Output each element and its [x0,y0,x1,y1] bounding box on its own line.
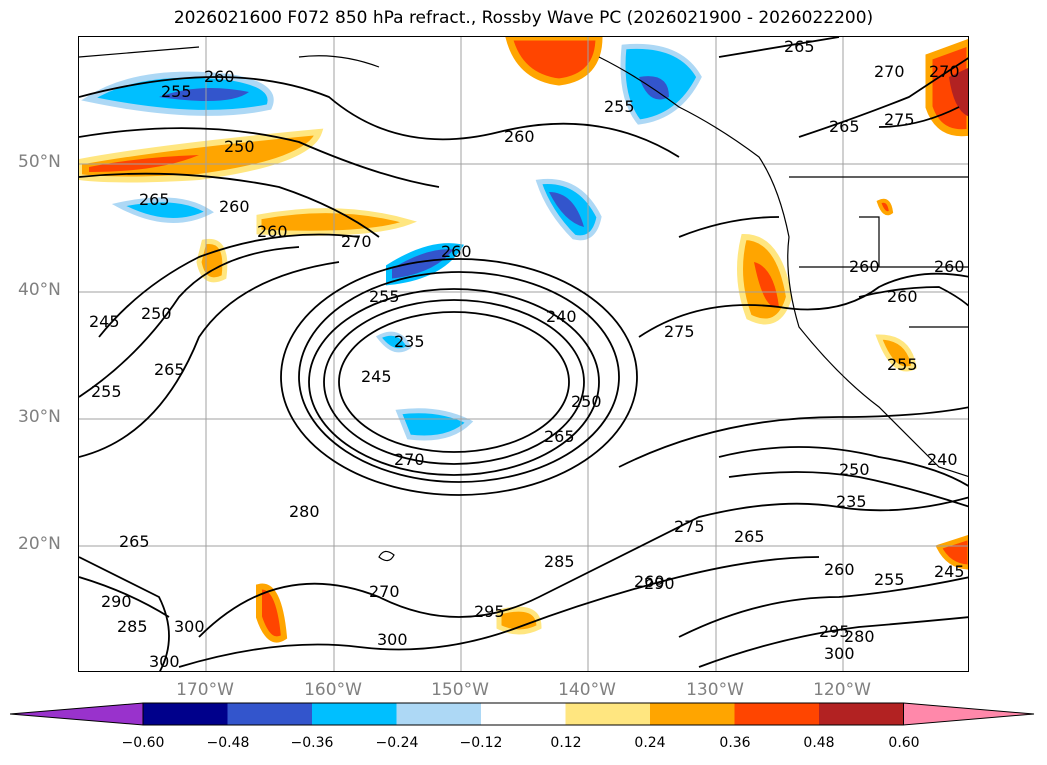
lon-label-130W: 130°W [686,680,744,700]
lon-label-120W: 120°W [813,680,871,700]
contour-label: 240 [927,450,958,469]
contour-label: 260 [849,257,880,276]
contour-label: 265 [784,37,815,56]
lon-label-140W: 140°W [558,680,616,700]
contour-label: 255 [91,382,122,401]
shading-layer [79,37,968,643]
contour-label: 255 [874,570,905,589]
contour-label: 260 [824,560,855,579]
lon-label-160W: 160°W [304,680,362,700]
colorbar-cell [650,703,735,725]
contour-label: 270 [341,232,372,251]
colorbar-tick: 0.48 [803,735,835,751]
lon-label-170W: 170°W [176,680,234,700]
colorbar-cell [143,703,228,725]
contours [79,37,968,671]
contour-label: 255 [369,287,400,306]
contour-label: 260 [219,197,250,216]
colorbar-tick: −0.36 [290,735,334,751]
colorbar-extend-max [903,702,1035,726]
contour-label: 250 [571,392,602,411]
contour-label: 275 [674,517,705,536]
colorbar-extend-min [10,702,144,726]
coastlines [79,46,968,562]
colorbar-cell [227,703,313,725]
contour-label: 250 [224,137,255,156]
contour-label: 270 [929,62,960,81]
colorbar-tick: 0.12 [550,735,582,751]
colorbar-tick: −0.60 [121,735,165,751]
contour-label: 260 [634,572,665,591]
contour-label: 265 [119,532,150,551]
colorbar [10,702,1035,726]
contour-label: 285 [117,617,148,636]
colorbar-cell [819,703,904,725]
contour-label: 255 [604,97,635,116]
contour-label: 260 [887,287,918,306]
contour-label: 300 [149,652,180,671]
contour-label: 290 [644,574,675,593]
contour-label: 260 [204,67,235,86]
contour-label: 245 [934,562,965,581]
colorbar-tick: −0.48 [206,735,250,751]
colorbar-border [142,702,904,726]
colorbar-tick: 0.60 [888,735,920,751]
contour-label-group: 260 255 250 265 260 270 260 255 240 235 … [89,37,965,671]
contour-label: 250 [141,304,172,323]
contour-label: 300 [824,644,855,663]
contour-label: 285 [544,552,575,571]
contour-label: 250 [839,460,870,479]
lat-label-20N: 20°N [18,534,61,554]
contour-label: 265 [734,527,765,546]
colorbar-tick: 0.24 [634,735,666,751]
colorbar-cell [312,703,397,725]
contour-label: 235 [836,492,867,511]
colorbar-cells [10,702,1035,726]
colorbar-cell [396,703,482,725]
lon-label-150W: 150°W [431,680,489,700]
contour-label: 295 [474,602,505,621]
contour-label: 255 [161,82,192,101]
contour-label: 260 [441,242,472,261]
colorbar-tick: −0.12 [459,735,503,751]
colorbar-tick: −0.24 [375,735,419,751]
graticule [79,37,968,671]
contour-label: 295 [819,622,850,641]
lat-label-30N: 30°N [18,407,61,427]
contour-label: 245 [361,367,392,386]
contour-label: 290 [101,592,132,611]
contour-label: 255 [887,355,918,374]
colorbar-cell [734,703,820,725]
contour-label: 275 [884,110,915,129]
contour-label: 265 [829,117,860,136]
contour-label: 235 [394,332,425,351]
contour-label: 240 [546,307,577,326]
contour-label: 265 [139,190,170,209]
contour-label: 280 [289,502,320,521]
contour-label: 245 [89,312,120,331]
contour-label: 270 [369,582,400,601]
contour-label: 265 [154,360,185,379]
contour-label: 300 [174,617,205,636]
lat-label-40N: 40°N [18,280,61,300]
contour-label: 260 [934,257,965,276]
contour-label: 270 [874,62,905,81]
colorbar-cell [565,703,651,725]
colorbar-tick: 0.36 [719,735,751,751]
lat-label-50N: 50°N [18,152,61,172]
colorbar-cell [481,703,566,725]
contour-label: 270 [394,450,425,469]
contour-label: 260 [257,222,288,241]
contour-label: 260 [504,127,535,146]
contour-label: 280 [844,627,875,646]
map-panel: 260 255 250 265 260 270 260 255 240 235 … [78,36,969,672]
map-plot: 260 255 250 265 260 270 260 255 240 235 … [79,37,968,671]
figure-title: 2026021600 F072 850 hPa refract., Rossby… [173,8,874,28]
contour-label: 265 [544,427,575,446]
contour-label: 300 [377,630,408,649]
contour-label: 275 [664,322,695,341]
